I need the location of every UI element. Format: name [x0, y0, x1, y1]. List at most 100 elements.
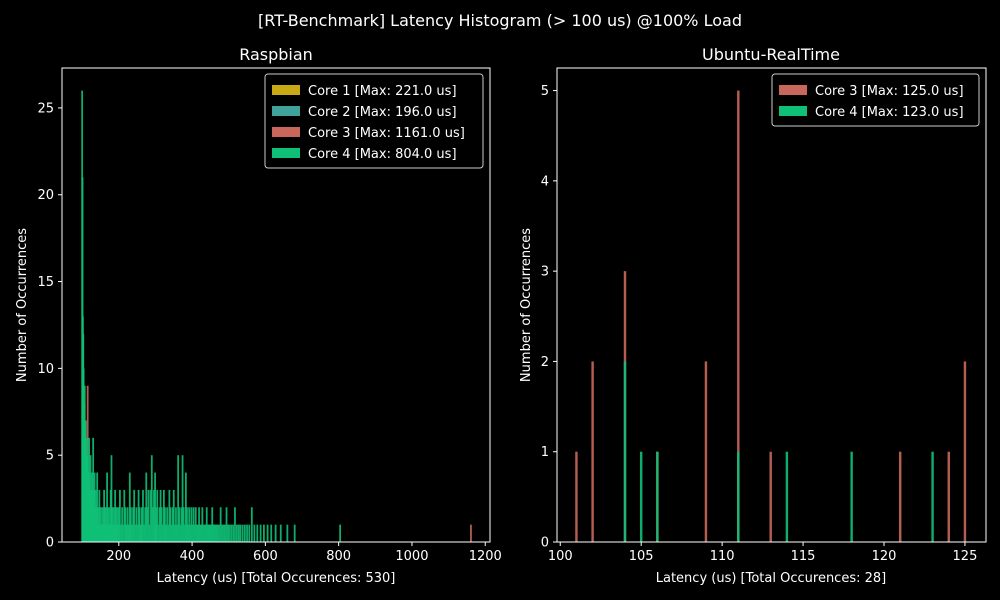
- bar-raspbian-s4-157: [212, 524, 215, 542]
- bar-raspbian-s4-113: [164, 507, 166, 542]
- bar-raspbian-s4-92: [140, 507, 143, 542]
- bar-raspbian-s4-158: [213, 524, 216, 542]
- bar-group-ubuntu-realtime: [575, 90, 967, 542]
- bar-raspbian-s4-164: [221, 524, 224, 542]
- y-tick-label-raspbian-5: 25: [37, 101, 54, 116]
- bar-raspbian-s4-182: [256, 524, 259, 542]
- bar-raspbian-s4-141: [194, 507, 197, 542]
- bar-raspbian-s4-100: [149, 489, 152, 542]
- y-tick-label-raspbian-3: 15: [37, 275, 54, 290]
- bar-raspbian-s4-129: [181, 455, 184, 542]
- bar-raspbian-s4-121: [172, 489, 175, 542]
- bar-raspbian-s4-116: [167, 524, 170, 542]
- bar-raspbian-s4-83: [131, 524, 133, 542]
- bar-raspbian-s4-188: [279, 524, 282, 542]
- bar-raspbian-s4-76: [123, 489, 126, 542]
- bar-raspbian-s4-77: [124, 507, 127, 542]
- bar-raspbian-s4-102: [151, 507, 154, 542]
- legend-swatch-ubuntu-realtime-1: [779, 85, 807, 95]
- bar-raspbian-s4-122: [173, 524, 176, 542]
- bar-raspbian-s4-111: [161, 524, 164, 542]
- bar-raspbian-s4-80: [127, 524, 130, 542]
- bar-raspbian-s4-117: [168, 489, 171, 542]
- bar-raspbian-s4-99: [148, 524, 151, 542]
- subplot-ubuntu-realtime: Ubuntu-RealTime Latency (us) [Total Occu…: [519, 45, 987, 586]
- bar-raspbian-s4-110: [160, 507, 163, 542]
- bar-raspbian-s4-101: [150, 455, 153, 542]
- x-tick-label-raspbian-1: 400: [180, 549, 205, 564]
- y-tick-label-raspbian-2: 10: [37, 362, 54, 377]
- bar-raspbian-s4-78: [125, 524, 128, 542]
- bar-raspbian-s4-187: [274, 524, 277, 542]
- bar-raspbian-s4-112: [162, 489, 165, 542]
- bar-raspbian-s4-71: [117, 507, 120, 542]
- bar-raspbian-s4-165: [222, 524, 225, 542]
- bar-raspbian-s4-125: [177, 455, 180, 542]
- bar-raspbian-s4-170: [230, 524, 233, 542]
- bar-raspbian-s4-180: [250, 507, 253, 542]
- y-axis-label-raspbian: Number of Occurrences: [15, 228, 30, 382]
- bar-ubuntu-realtime-s2-4: [785, 451, 789, 542]
- bar-ubuntu-realtime-s1-8: [947, 451, 950, 542]
- bar-raspbian-s4-64: [112, 507, 115, 542]
- bar-raspbian-s4-146: [200, 524, 203, 542]
- bar-raspbian-s4-56: [106, 507, 109, 542]
- bar-raspbian-s4-133: [186, 507, 188, 542]
- bar-raspbian-s4-144: [198, 507, 200, 542]
- bar-raspbian-s4-89: [137, 489, 140, 542]
- bar-raspbian-s4-88: [136, 524, 139, 542]
- legend-raspbian: Core 1 [Max: 221.0 us] Core 2 [Max: 196.0…: [264, 73, 484, 169]
- bar-raspbian-s4-132: [184, 472, 187, 542]
- bar-raspbian-s4-171: [232, 524, 235, 542]
- bar-raspbian-s4-155: [210, 524, 213, 542]
- bar-raspbian-s4-119: [170, 524, 173, 542]
- legend-label-raspbian-3: Core 3 [Max: 1161.0 us]: [308, 126, 465, 141]
- bar-ubuntu-realtime-s1-4: [704, 361, 708, 542]
- bar-raspbian-s4-185: [266, 524, 269, 542]
- y-tick-label-ubuntu-realtime-0: 0: [541, 536, 549, 551]
- bar-raspbian-s4-103: [153, 489, 155, 542]
- bar-raspbian-s4-131: [183, 524, 186, 542]
- bar-ubuntu-realtime-s2-0: [623, 361, 627, 542]
- figure-suptitle: [RT-Benchmark] Latency Histogram (> 100 …: [258, 11, 742, 30]
- bar-raspbian-s4-186: [270, 524, 273, 542]
- bar-raspbian-s4-172: [234, 507, 236, 542]
- bar-raspbian-s4-153: [208, 524, 210, 542]
- bar-ubuntu-realtime-s1-5: [737, 90, 740, 542]
- bar-raspbian-s4-53: [104, 507, 107, 542]
- bar-raspbian-s4-97: [146, 507, 149, 542]
- bar-raspbian-s4-84: [132, 507, 134, 542]
- bar-raspbian-s4-134: [187, 524, 189, 542]
- bar-group-raspbian: [81, 90, 472, 542]
- bar-raspbian-s4-126: [178, 507, 181, 542]
- bar-raspbian-s4-135: [188, 507, 191, 542]
- legend-box-raspbian: [264, 73, 484, 169]
- bar-raspbian-s4-85: [133, 489, 136, 542]
- ticks-ubuntu-realtime: 100 105 110 115 120 125 0 1 2 3 4 5: [541, 84, 978, 564]
- bar-raspbian-s4-142: [195, 524, 198, 542]
- bar-raspbian-s4-191: [339, 524, 342, 542]
- x-axis-label-ubuntu-realtime: Latency (us) [Total Occurences: 28]: [656, 571, 886, 586]
- bar-raspbian-s4-156: [211, 507, 214, 542]
- bar-raspbian-s4-94: [143, 524, 145, 542]
- bar-raspbian-s4-118: [169, 507, 172, 542]
- bar-raspbian-s4-81: [128, 472, 131, 542]
- bar-raspbian-s4-137: [190, 507, 193, 542]
- bar-ubuntu-realtime-s2-5: [850, 451, 853, 542]
- x-tick-label-ubuntu-realtime-2: 110: [710, 549, 735, 564]
- y-tick-label-ubuntu-realtime-2: 2: [541, 355, 549, 370]
- bar-raspbian-s4-114: [165, 524, 167, 542]
- bar-raspbian-s4-106: [156, 489, 159, 542]
- bar-raspbian-s4-160: [215, 524, 218, 542]
- bar-raspbian-s4-96: [145, 472, 148, 542]
- bar-raspbian-s4-190: [293, 524, 296, 542]
- bar-raspbian-s4-45: [99, 507, 102, 542]
- ticks-raspbian: 200 400 600 800 1000 1200 0 5 10 15 20 25: [37, 101, 501, 564]
- y-axis-label-ubuntu-realtime: Number of Occurrences: [519, 228, 534, 382]
- bar-raspbian-s4-108: [158, 507, 161, 542]
- x-tick-label-raspbian-0: 200: [106, 549, 131, 564]
- legend-swatch-raspbian-4: [272, 148, 300, 158]
- bar-ubuntu-realtime-s2-2: [656, 451, 659, 542]
- bar-raspbian-s4-178: [246, 524, 248, 542]
